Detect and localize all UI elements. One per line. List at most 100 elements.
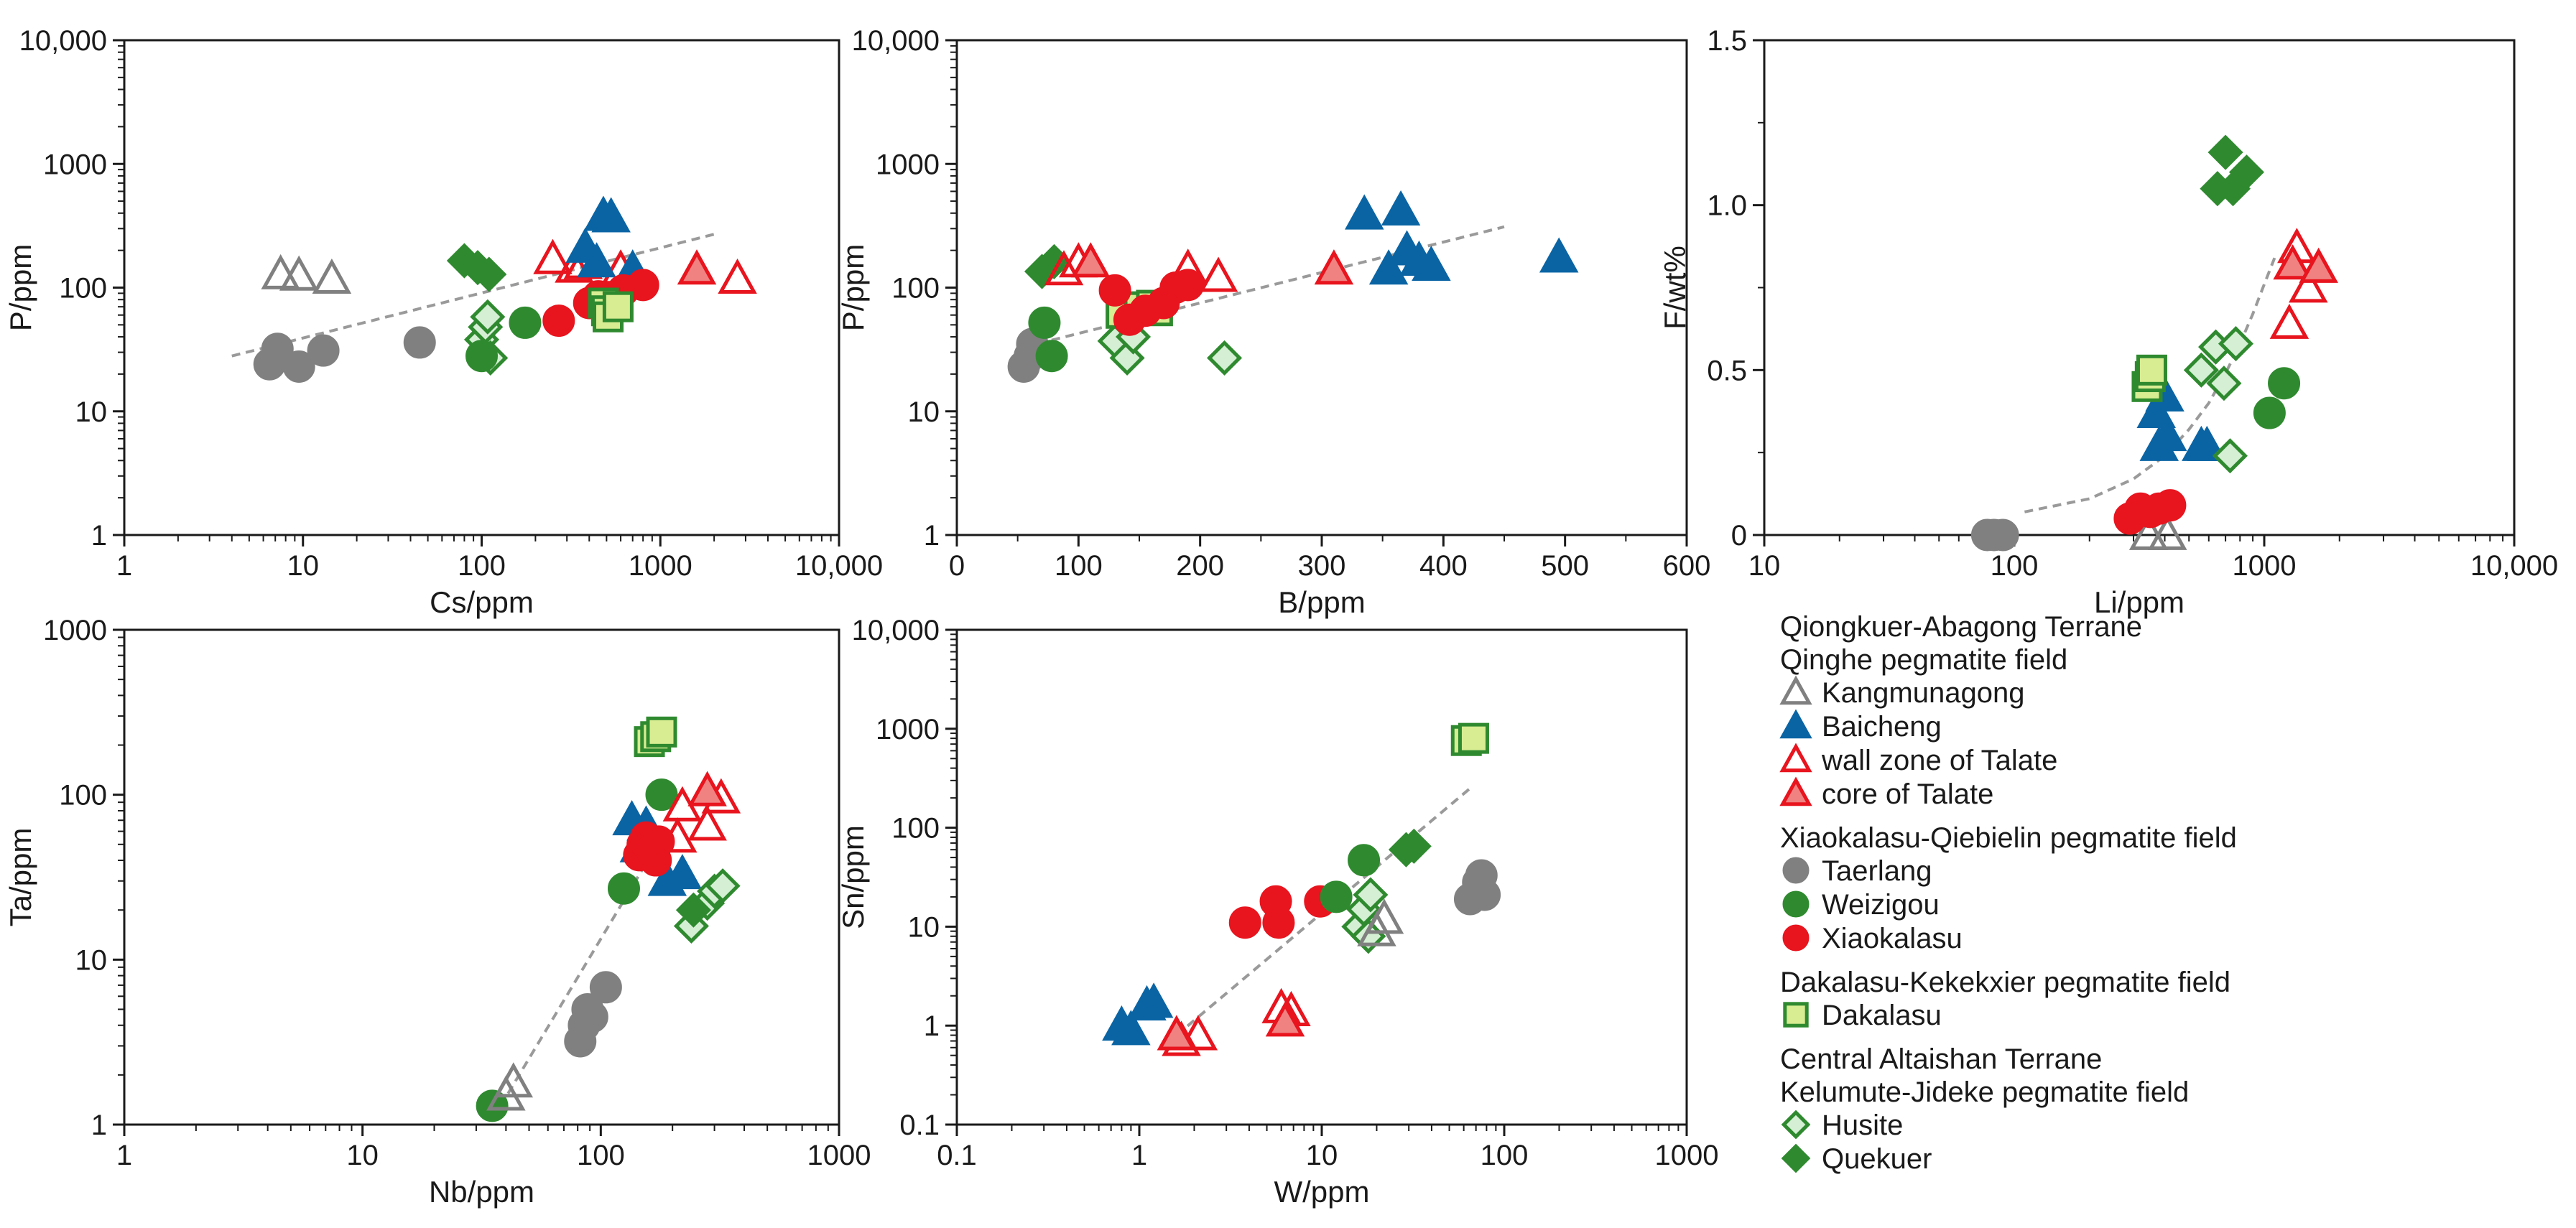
point-nb_ta-weizigou-1: [607, 872, 640, 905]
y-tick-label-cs_p-1000: 1000: [43, 149, 107, 180]
series-b_p-taerlang: [1007, 327, 1049, 383]
y-tick-label-cs_p-1: 1: [91, 520, 107, 552]
point-li_f-husite-0: [2183, 352, 2219, 388]
series-li_f-xiaokalasu: [2113, 489, 2187, 535]
y-tick-label-w_sn-1000: 1000: [876, 714, 940, 745]
point-cs_p-taerlang-3: [307, 334, 340, 367]
legend-marker-wall_talate: [1779, 743, 1812, 773]
legend-label-weizigou: Weizigou: [1822, 889, 1940, 921]
series-nb_ta-quekuer: [675, 892, 711, 928]
x-tick-label-b_p-600: 600: [1663, 550, 1711, 582]
series-b_p-baicheng: [1345, 190, 1579, 285]
point-b_p-wall_talate-0: [1044, 250, 1084, 286]
chart-panels: 1 10 100 1000 10,000110100100010,000Cs/ppmP/…: [4, 25, 2558, 1209]
point-cs_p-xiaokalasu-4: [626, 269, 659, 302]
point-cs_p-weizigou-1: [509, 306, 542, 339]
point-li_f-baicheng-3: [2147, 416, 2187, 452]
plot-frame-nb_ta: [123, 628, 840, 1126]
point-cs_p-kangmunagong-0: [261, 253, 300, 289]
point-nb_ta-dakalasu-2: [646, 716, 677, 748]
y-tick-label-w_sn-0-1: 0.1: [899, 1110, 940, 1141]
y-tick-label-li_f-0-5: 0.5: [1707, 355, 1747, 386]
series-cs_p-kangmunagong: [261, 253, 352, 294]
series-b_p-wall_talate: [1044, 242, 1238, 292]
y-tick-label-li_f-1: 1.0: [1707, 190, 1747, 222]
x-axis-label-cs_p: Cs/ppm: [430, 585, 534, 619]
series-li_f-husite: [2183, 326, 2254, 474]
point-cs_p-dakalasu-3: [602, 291, 634, 322]
point-b_p-wall_talate-3: [1198, 256, 1238, 292]
legend-label-xiaokalasu: Xiaokalasu: [1822, 923, 1963, 954]
x-tick-label-w_sn-0-1: 0.1: [937, 1140, 977, 1171]
series-w_sn-taerlang: [1453, 859, 1501, 916]
point-w_sn-baicheng-3: [1134, 982, 1174, 1018]
point-b_p-baicheng-1: [1381, 190, 1421, 226]
point-li_f-core_talate-0: [2273, 244, 2312, 280]
legend-label-dakalasu: Dakalasu: [1822, 1000, 1942, 1031]
point-nb_ta-core_talate-0: [687, 771, 727, 806]
chart-b_p: 0 100 200 300 400 500 600 1 10 1000 10,000 100 B/ppm…: [836, 25, 1710, 619]
x-axis-label-li_f: Li/ppm: [2094, 585, 2184, 619]
y-tick-label-cs_p-10: 10: [75, 396, 108, 428]
point-cs_p-taerlang-4: [403, 326, 436, 359]
legend-marker-dakalasu: [1783, 1002, 1809, 1028]
point-li_f-weizigou-0: [2253, 396, 2286, 429]
x-tick-label-b_p-400: 400: [1419, 550, 1468, 582]
point-li_f-husite-3: [2212, 438, 2248, 474]
point-li_f-wall_talate-0: [2269, 303, 2309, 339]
point-li_f-quekuer-1: [2207, 134, 2243, 170]
y-axis-label-w_sn: Sn/ppm: [836, 825, 870, 929]
trend-line-b_p: [1023, 225, 1505, 349]
point-cs_p-baicheng-1: [577, 242, 616, 278]
point-w_sn-dakalasu-1: [1458, 722, 1489, 754]
point-li_f-xiaokalasu-4: [2154, 489, 2187, 522]
legend-group-title-0-1: Qinghe pegmatite field: [1780, 644, 2067, 676]
point-cs_p-core_talate-0: [677, 249, 717, 285]
point-nb_ta-quekuer-0: [675, 892, 711, 928]
series-w_sn-xiaokalasu: [1228, 885, 1337, 939]
point-cs_p-xiaokalasu-0: [542, 304, 575, 338]
x-tick-label-w_sn-1000: 1000: [1655, 1140, 1719, 1171]
point-li_f-quekuer-3: [2228, 154, 2264, 190]
y-axis-label-b_p: P/ppm: [836, 244, 870, 331]
series-li_f-kangmunagong: [2128, 514, 2187, 550]
y-tick-label-li_f-1-5: 1.5: [1707, 25, 1747, 57]
point-li_f-baicheng-5: [2187, 425, 2227, 461]
y-tick-label-nb_ta-10: 10: [75, 944, 108, 976]
point-w_sn-weizigou-0: [1320, 880, 1353, 913]
x-tick-label-cs_p-100: 100: [458, 550, 506, 582]
point-cs_p-kangmunagong-1: [279, 255, 319, 291]
point-b_p-baicheng-5: [1412, 246, 1451, 282]
point-b_p-baicheng-0: [1345, 194, 1384, 230]
series-li_f-dakalasu: [2131, 354, 2167, 402]
y-tick-label-cs_p-100: 100: [59, 273, 107, 304]
y-tick-label-b_p-10: 10: [908, 396, 940, 428]
point-nb_ta-weizigou-2: [645, 778, 678, 811]
legend-group-title-2-0: Dakalasu-Kekekxier pegmatite field: [1780, 967, 2230, 998]
point-w_sn-weizigou-1: [1348, 844, 1381, 877]
x-tick-label-b_p-0: 0: [949, 550, 965, 582]
point-w_sn-baicheng-1: [1111, 1010, 1151, 1046]
series-w_sn-core_talate: [1157, 1001, 1305, 1051]
point-w_sn-husite-3: [1353, 877, 1389, 913]
y-tick-label-b_p-100: 100: [891, 273, 940, 304]
x-tick-label-nb_ta-10: 10: [346, 1140, 379, 1171]
point-nb_ta-wall_talate-0: [657, 817, 698, 853]
point-cs_p-wall_talate-4: [718, 258, 757, 294]
y-tick-label-nb_ta-100: 100: [59, 780, 107, 811]
point-b_p-baicheng-4: [1368, 249, 1409, 285]
plot-frame-b_p: [955, 39, 1688, 536]
point-cs_p-baicheng-3: [591, 197, 631, 233]
x-tick-label-cs_p-1: 1: [116, 550, 132, 582]
legend-label-taerlang: Taerlang: [1822, 855, 1932, 887]
x-tick-label-w_sn-1: 1: [1131, 1140, 1147, 1171]
plot-frame-cs_p: [123, 39, 840, 536]
x-tick-label-nb_ta-1: 1: [116, 1140, 132, 1171]
x-tick-label-b_p-300: 300: [1298, 550, 1346, 582]
point-w_sn-core_talate-0: [1157, 1015, 1197, 1051]
y-tick-label-nb_ta-1000: 1000: [43, 615, 107, 646]
point-b_p-baicheng-6: [1539, 237, 1579, 273]
series-nb_ta-core_talate: [687, 771, 727, 806]
legend-label-baicheng: Baicheng: [1822, 711, 1942, 743]
